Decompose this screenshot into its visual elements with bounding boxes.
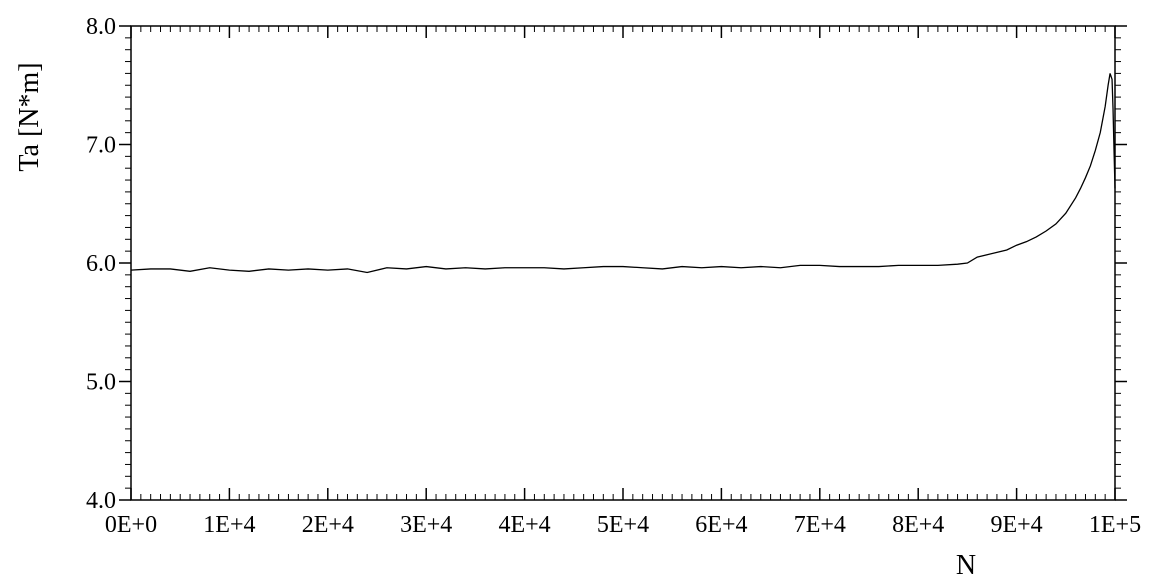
y-tick-label: 6.0 [86, 251, 116, 277]
x-tick-label: 5E+4 [597, 512, 649, 538]
x-tick-label: 8E+4 [892, 512, 944, 538]
x-tick-label: 3E+4 [400, 512, 452, 538]
y-tick-label: 8.0 [86, 14, 116, 40]
x-tick-label: 9E+4 [990, 512, 1042, 538]
major-ticks [119, 25, 1127, 501]
y-tick-labels: 4.0 5.0 6.0 7.0 8.0 [86, 14, 116, 514]
x-axis-title: N [956, 550, 976, 578]
y-tick-label: 4.0 [86, 488, 116, 514]
x-tick-label: 2E+4 [302, 512, 354, 538]
y-tick-label: 7.0 [86, 133, 116, 159]
minor-ticks [125, 26, 1121, 500]
x-tick-label: 7E+4 [794, 512, 846, 538]
x-tick-labels: 0E+0 1E+4 2E+4 3E+4 4E+4 5E+4 6E+4 7E+4 8E+4 9E+4… [105, 512, 1141, 538]
x-tick-label: 1E+4 [203, 512, 255, 538]
y-axis-title: Ta [N*m] [14, 62, 45, 171]
x-tick-label: 4E+4 [498, 512, 550, 538]
x-tick-label: 1E+5 [1089, 512, 1141, 538]
series-line [130, 73, 1116, 274]
x-tick-label: 6E+4 [695, 512, 747, 538]
x-tick-label: 0E+0 [105, 512, 157, 538]
y-tick-label: 5.0 [86, 370, 116, 396]
